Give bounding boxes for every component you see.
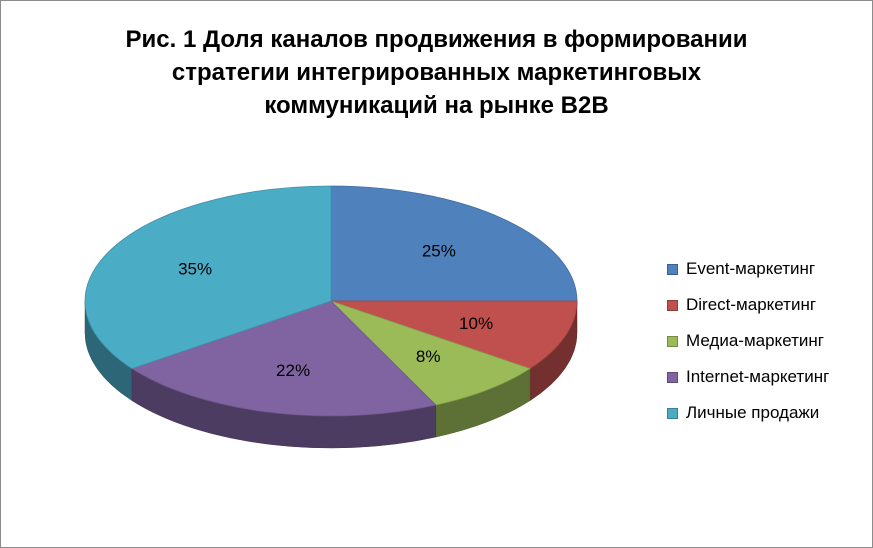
pie-slice-3 — [131, 300, 437, 417]
pie-top-faces — [84, 185, 578, 417]
legend-label-internet: Internet-маркетинг — [686, 367, 830, 386]
legend-item-personal-sales: Личные продажи — [667, 395, 829, 431]
chart-title-line-2: стратегии интегрированных маркетинговых — [171, 59, 702, 86]
legend-item-event: Event-маркетинг — [667, 251, 829, 287]
legend-item-media: Медиа-маркетинг — [667, 323, 829, 359]
pie-data-label-4: 35% — [178, 260, 212, 279]
legend-swatch-media — [667, 335, 678, 347]
chart-title-line-3: коммуникаций на рынке В2В — [264, 92, 609, 119]
legend-swatch-event — [667, 263, 678, 275]
legend-label-media: Медиа-маркетинг — [686, 331, 824, 350]
legend-swatch-personal-sales — [667, 407, 678, 419]
pie-data-label-3: 22% — [276, 361, 310, 380]
pie-data-labels: 25% 10% 8% 22% 35% — [178, 242, 493, 380]
pie-slice-0 — [330, 185, 578, 302]
pie-slice-1 — [330, 300, 578, 370]
chart-legend: Event-маркетинг Direct-маркетинг Медиа-м… — [667, 251, 829, 431]
pie-side-walls — [84, 300, 578, 449]
pie-data-label-0: 25% — [422, 242, 456, 261]
legend-item-internet: Internet-маркетинг — [667, 359, 829, 395]
pie-slice-4 — [84, 185, 332, 370]
legend-label-personal-sales: Личные продажи — [686, 403, 820, 422]
chart-title-line-1: Рис. 1 Доля каналов продвижения в формир… — [125, 26, 748, 53]
pie-data-label-2: 8% — [416, 347, 441, 366]
pie-slice-2 — [330, 300, 531, 406]
pie-data-label-1: 10% — [459, 314, 493, 333]
legend-label-event: Event-маркетинг — [686, 259, 816, 278]
chart-title: Рис. 1 Доля каналов продвижения в формир… — [1, 23, 872, 122]
legend-label-direct: Direct-маркетинг — [686, 295, 817, 314]
legend-swatch-direct — [667, 299, 678, 311]
legend-swatch-internet — [667, 371, 678, 383]
legend-item-direct: Direct-маркетинг — [667, 287, 829, 323]
